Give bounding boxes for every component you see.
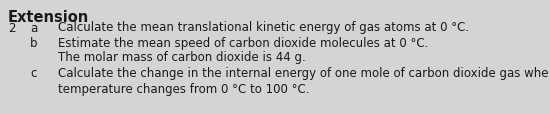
Text: 2: 2 [8, 21, 15, 34]
Text: temperature changes from 0 °C to 100 °C.: temperature changes from 0 °C to 100 °C. [58, 83, 310, 96]
Text: Extension: Extension [8, 10, 89, 25]
Text: The molar mass of carbon dioxide is 44 g.: The molar mass of carbon dioxide is 44 g… [58, 51, 306, 64]
Text: a: a [30, 21, 37, 34]
Text: c: c [30, 67, 36, 80]
Text: Estimate the mean speed of carbon dioxide molecules at 0 °C.: Estimate the mean speed of carbon dioxid… [58, 37, 428, 50]
Text: Calculate the mean translational kinetic energy of gas atoms at 0 °C.: Calculate the mean translational kinetic… [58, 21, 469, 34]
Text: b: b [30, 37, 37, 50]
Text: Calculate the change in the internal energy of one mole of carbon dioxide gas wh: Calculate the change in the internal ene… [58, 67, 549, 80]
